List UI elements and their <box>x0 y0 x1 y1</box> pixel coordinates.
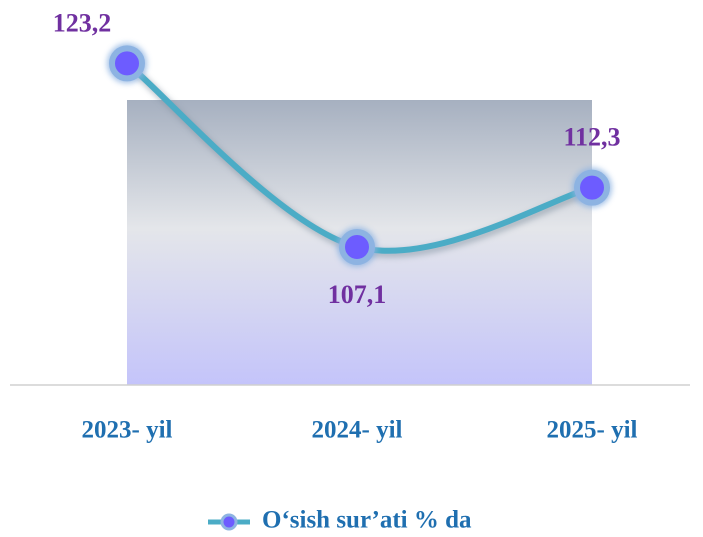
x-tick-label: 2023- yil <box>82 417 173 444</box>
x-tick-label: 2024- yil <box>312 417 403 444</box>
marker <box>339 228 375 265</box>
x-tick-label: 2025- yil <box>547 417 638 444</box>
data-label: 123,2 <box>53 8 112 37</box>
marker <box>109 45 145 82</box>
legend-marker <box>220 513 238 531</box>
legend-label: O‘sish sur’ati % da <box>262 507 472 534</box>
marker <box>574 169 610 206</box>
data-label: 107,1 <box>328 280 387 309</box>
data-label: 112,3 <box>563 123 620 152</box>
